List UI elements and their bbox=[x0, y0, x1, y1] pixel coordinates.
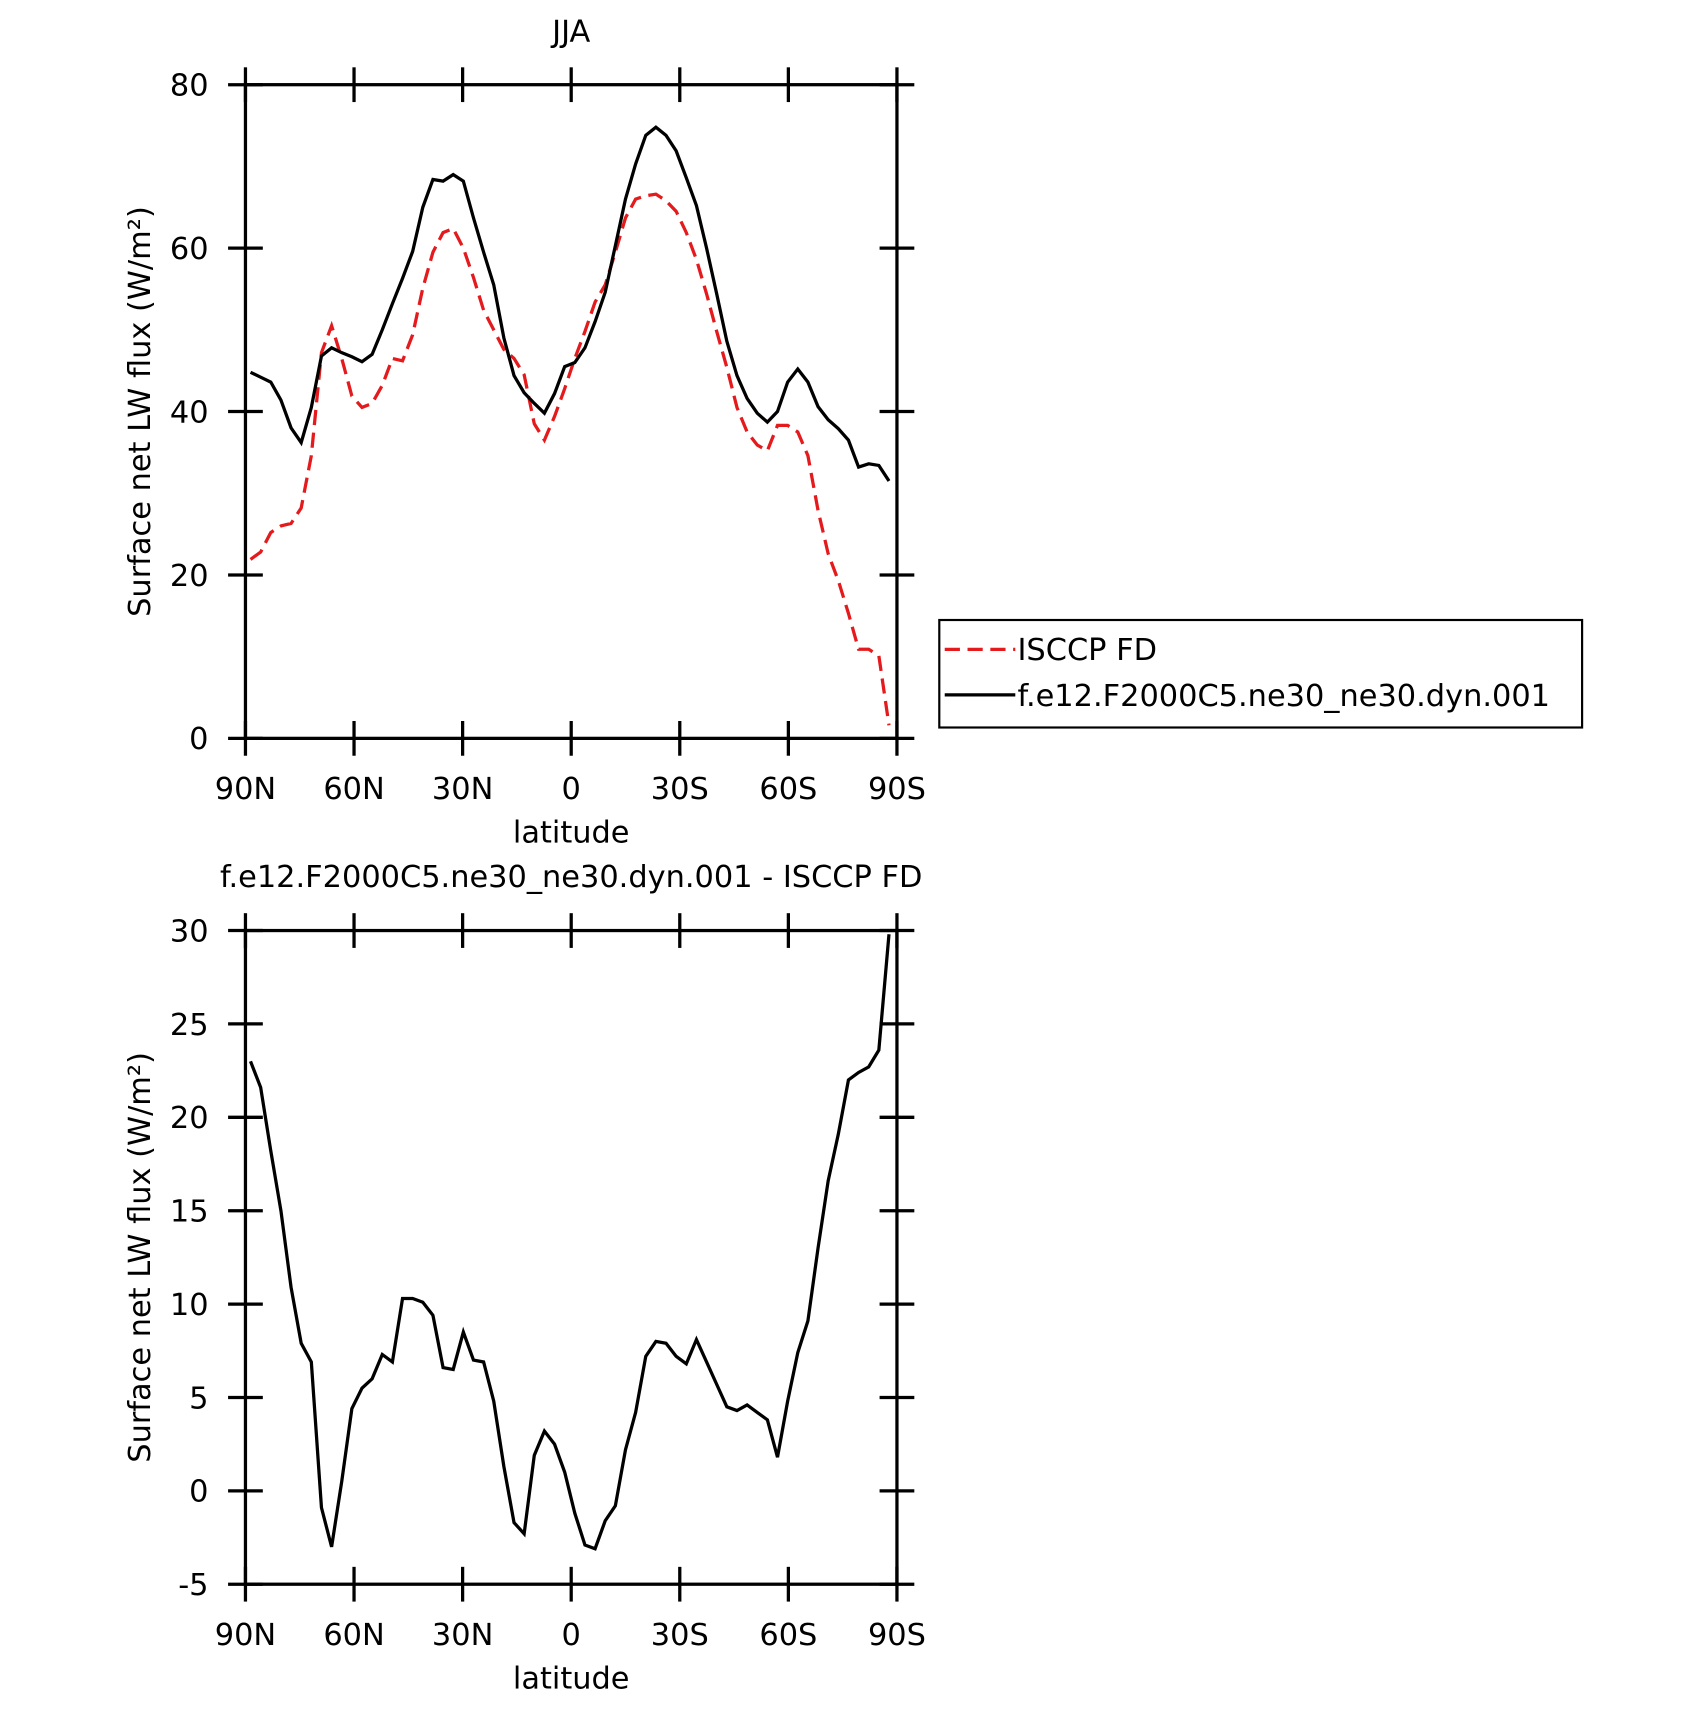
y-tick-label: 15 bbox=[170, 1195, 209, 1230]
series-line bbox=[249, 192, 891, 726]
x-tick-label: 90N bbox=[215, 1618, 276, 1653]
x-tick-label: 60S bbox=[759, 1618, 817, 1653]
chart-title: f.e12.F2000C5.ne30_ne30.dyn.001 - ISCCP … bbox=[220, 860, 922, 895]
y-tick-label: 60 bbox=[170, 232, 209, 267]
plot-frame bbox=[243, 83, 899, 740]
y-tick-label: 80 bbox=[170, 69, 209, 104]
x-tick-label: 0 bbox=[562, 772, 581, 807]
y-axis-label: Surface net LW flux (W/m²) bbox=[123, 1052, 158, 1463]
legend-label: f.e12.F2000C5.ne30_ne30.dyn.001 bbox=[1017, 679, 1550, 714]
x-axis-label: latitude bbox=[513, 1661, 630, 1696]
series-line bbox=[249, 934, 891, 1551]
x-tick-label: 60N bbox=[323, 772, 384, 807]
y-tick-label: 40 bbox=[170, 395, 209, 430]
chart-title: JJA bbox=[550, 14, 590, 49]
y-tick-label: 20 bbox=[170, 559, 209, 594]
x-tick-label: 30S bbox=[651, 1618, 709, 1653]
y-axis-label: Surface net LW flux (W/m²) bbox=[123, 206, 158, 617]
x-tick-label: 90S bbox=[868, 1618, 926, 1653]
x-tick-label: 0 bbox=[562, 1618, 581, 1653]
series-line bbox=[249, 125, 891, 482]
y-tick-label: 30 bbox=[170, 914, 209, 949]
legend-label: ISCCP FD bbox=[1017, 633, 1157, 668]
plot-frame bbox=[243, 928, 899, 1586]
y-tick-label: -5 bbox=[178, 1568, 208, 1603]
y-tick-label: 5 bbox=[189, 1381, 208, 1416]
x-tick-label: 90S bbox=[868, 772, 926, 807]
x-tick-label: 60S bbox=[759, 772, 817, 807]
y-tick-label: 0 bbox=[189, 722, 208, 757]
x-tick-label: 90N bbox=[215, 772, 276, 807]
y-tick-label: 10 bbox=[170, 1288, 209, 1323]
legend-box bbox=[938, 618, 1584, 729]
x-tick-label: 60N bbox=[323, 1618, 384, 1653]
y-tick-label: 20 bbox=[170, 1101, 209, 1136]
y-tick-label: 0 bbox=[189, 1475, 208, 1510]
x-tick-label: 30N bbox=[432, 772, 493, 807]
x-axis-label: latitude bbox=[513, 816, 630, 851]
y-tick-label: 25 bbox=[170, 1008, 209, 1043]
x-tick-label: 30N bbox=[432, 1618, 493, 1653]
x-tick-label: 30S bbox=[651, 772, 709, 807]
